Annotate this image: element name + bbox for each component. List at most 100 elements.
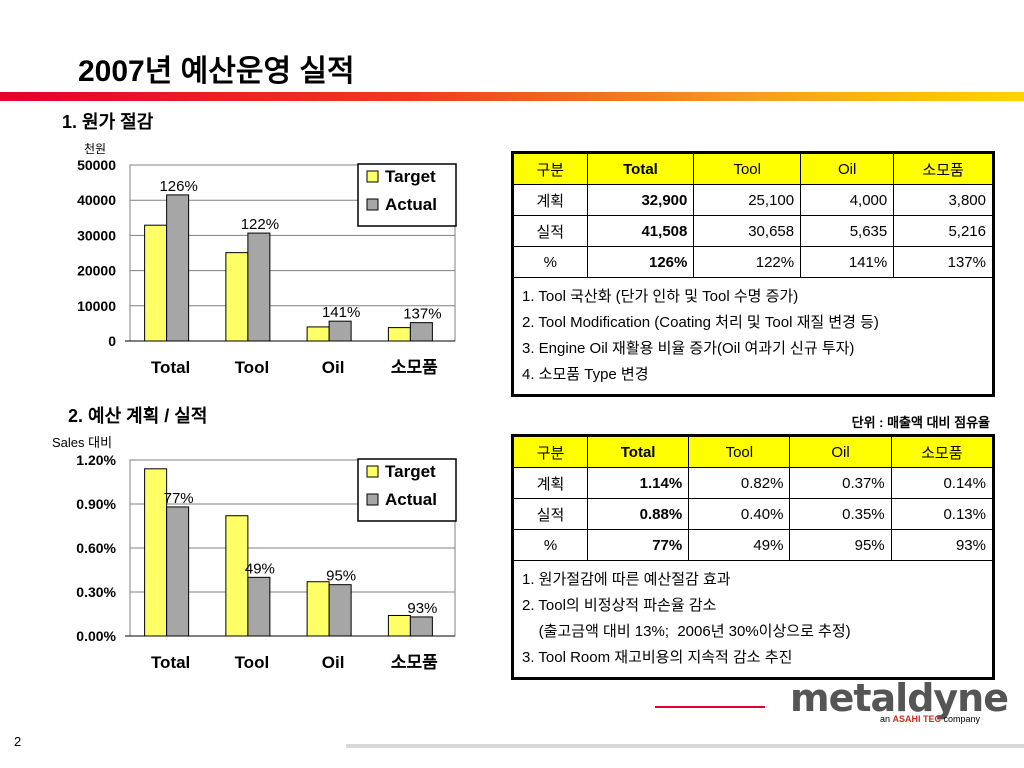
x-tick-label: 소모품: [391, 358, 438, 377]
data-label: 122%: [241, 216, 279, 233]
cell-total: 126%: [586, 246, 695, 278]
section-heading-budget: 2. 예산 계획 / 실적: [68, 406, 208, 426]
notes-row: 1. 원가절감에 따른 예산절감 효과 2. Tool의 비정상적 파손율 감소…: [513, 560, 993, 678]
notes-cell: 1. Tool 국산화 (단가 인하 및 Tool 수명 증가) 2. Tool…: [513, 277, 993, 395]
x-tick-label: Oil: [322, 358, 345, 377]
logo-wordmark: metaldyne: [790, 676, 1009, 720]
note-item: 1. Tool 국산화 (단가 인하 및 Tool 수명 증가): [522, 288, 799, 305]
cell-oil: 141%: [800, 246, 895, 278]
section-heading-cost-reduction: 1. 원가 절감: [62, 112, 154, 132]
bar-actual: [166, 506, 190, 637]
note-item: 2. Tool Modification (Coating 처리 및 Tool …: [522, 314, 879, 331]
data-label: 137%: [403, 306, 441, 323]
title-divider: [0, 92, 1024, 101]
x-tick-label: Tool: [235, 653, 270, 672]
data-label: 93%: [407, 600, 437, 617]
table-header-row: 구분 Total Tool Oil 소모품: [513, 436, 994, 468]
table-header-row: 구분 Total Tool Oil 소모품: [513, 153, 993, 185]
cell-oil: 5,635: [800, 215, 895, 247]
footer-divider: [346, 744, 1024, 748]
y-tick-label: 30000: [77, 227, 116, 243]
row-label: %: [513, 246, 588, 278]
budget-chart: 0.00% 0.30% 0.60% 0.90% 1.20% Total 77% Tool 49%…: [76, 452, 457, 672]
x-tick-label: Oil: [322, 653, 345, 672]
legend-label: Target: [385, 167, 436, 186]
y-tick-label: 0.00%: [76, 628, 116, 644]
bar-target: [387, 614, 411, 637]
cell-oil: 0.35%: [789, 498, 892, 530]
cell-total: 0.88%: [586, 498, 690, 530]
cell-tool: 49%: [688, 529, 791, 561]
bar-actual: [166, 194, 190, 342]
bar-target: [387, 327, 411, 342]
y-tick-label: 40000: [77, 192, 116, 208]
y-tick-label: 0.90%: [76, 496, 116, 512]
x-tick-label: Total: [151, 653, 190, 672]
note-item: 3. Engine Oil 재활용 비율 증가(Oil 여과기 신규 투자): [522, 340, 855, 357]
row-label: 계획: [513, 184, 588, 216]
x-tick-label: 소모품: [391, 653, 438, 672]
table2-unit-label: 단위 : 매출액 대비 점유율: [851, 415, 990, 430]
cell-total: 77%: [586, 529, 690, 561]
header-category: 구분: [513, 153, 588, 185]
cell-total: 41,508: [586, 215, 695, 247]
cell-consumables: 93%: [890, 529, 994, 561]
note-item: (출고금액 대비 13%; 2006년 30%이상으로 추정): [522, 623, 851, 640]
page-number: 2: [14, 734, 22, 749]
bar-actual: [328, 584, 352, 637]
data-label: 77%: [164, 490, 194, 507]
notes-row: 1. Tool 국산화 (단가 인하 및 Tool 수명 증가) 2. Tool…: [513, 277, 993, 395]
cell-tool: 122%: [693, 246, 802, 278]
table-row: 계획 1.14% 0.82% 0.37% 0.14%: [513, 467, 994, 499]
note-item: 3. Tool Room 재고비용의 지속적 감소 추진: [522, 649, 793, 666]
row-label: 실적: [513, 215, 588, 247]
logo-tagline: an ASAHI TEC company: [880, 714, 981, 724]
table-row: % 126% 122% 141% 137%: [513, 246, 993, 278]
note-item: 2. Tool의 비정상적 파손율 감소: [522, 597, 717, 614]
page-title: 2007년 예산운영 실적: [78, 55, 355, 88]
bar-target: [225, 252, 249, 342]
header-tool: Tool: [693, 153, 802, 185]
company-logo: metaldyne: [790, 676, 1009, 720]
header-consumables: 소모품: [890, 436, 994, 468]
note-item: 4. 소모품 Type 변경: [522, 366, 649, 383]
data-label: 95%: [326, 568, 356, 585]
legend-label: Actual: [385, 195, 437, 214]
header-consumables: 소모품: [893, 153, 993, 185]
cell-consumables: 137%: [893, 246, 993, 278]
cell-tool: 0.40%: [688, 498, 791, 530]
legend-label: Target: [385, 462, 436, 481]
header-total: Total: [586, 153, 695, 185]
y-tick-label: 0.60%: [76, 540, 116, 556]
bar-actual: [328, 320, 352, 342]
cell-tool: 0.82%: [688, 467, 791, 499]
y-tick-label: 20000: [77, 263, 116, 279]
bar-actual: [247, 576, 271, 637]
legend-swatch: [366, 493, 379, 506]
x-tick-label: Total: [151, 358, 190, 377]
cell-oil: 0.37%: [789, 467, 892, 499]
chart2-unit-label: Sales 대비: [52, 435, 113, 450]
legend-swatch: [366, 170, 379, 183]
footer-accent-line: [655, 706, 765, 708]
bar-actual: [247, 232, 271, 342]
cell-tool: 30,658: [693, 215, 802, 247]
table-row: % 77% 49% 95% 93%: [513, 529, 994, 561]
bar-target: [306, 581, 330, 637]
bar-actual: [409, 322, 433, 342]
cell-oil: 4,000: [800, 184, 895, 216]
header-category: 구분: [513, 436, 588, 468]
cell-total: 32,900: [586, 184, 695, 216]
header-tool: Tool: [688, 436, 791, 468]
budget-table-box: 구분 Total Tool Oil 소모품 계획 1.14% 0.82% 0.3…: [511, 434, 995, 680]
bar-target: [144, 224, 168, 342]
legend-label: Actual: [385, 490, 437, 509]
logo-brand: ASAHI TEC: [892, 714, 942, 724]
note-item: 1. 원가절감에 따른 예산절감 효과: [522, 571, 731, 588]
cell-oil: 95%: [789, 529, 892, 561]
x-tick-label: Tool: [235, 358, 270, 377]
cost-reduction-chart: 0 10000 20000 30000 40000 50000 Total 126% Tool 1…: [77, 157, 457, 377]
header-oil: Oil: [789, 436, 892, 468]
row-label: 계획: [513, 467, 588, 499]
legend-swatch: [366, 198, 379, 211]
